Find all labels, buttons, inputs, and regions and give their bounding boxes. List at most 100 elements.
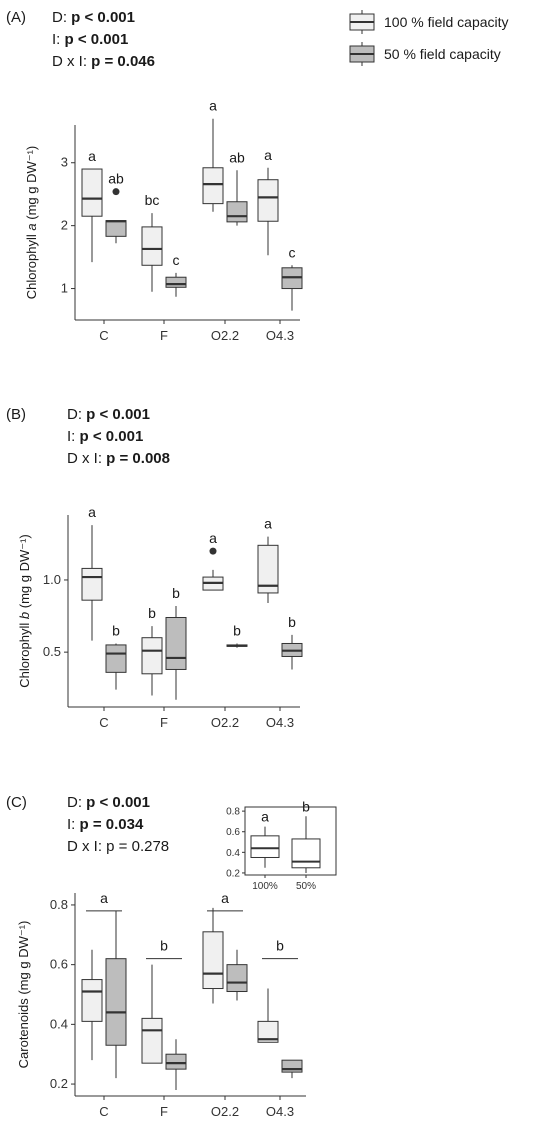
stat-name: D: — [67, 406, 86, 423]
significance-letter: b — [148, 605, 156, 621]
x-tick-label: F — [160, 328, 168, 343]
inset-y-tick-label: 0.8 — [226, 807, 240, 818]
x-tick-label: O4.3 — [266, 1104, 294, 1119]
significance-letter: a — [209, 98, 217, 114]
legend-label: 100 % field capacity — [384, 14, 509, 30]
stat-line: I: p = 0.034 — [67, 816, 144, 833]
stat-line: I: p < 0.001 — [52, 31, 128, 48]
legend-item: 50 % field capacity — [349, 42, 501, 66]
stat-name: D x I: — [67, 838, 106, 855]
y-axis-title: Chlorophyll a (mg g DW⁻¹) — [24, 146, 39, 300]
x-tick-label: O2.2 — [211, 328, 239, 343]
box-iqr — [202, 167, 224, 205]
x-tick-label: C — [99, 715, 108, 730]
box-iqr — [202, 931, 224, 990]
box-100-F — [141, 964, 163, 1064]
box-iqr — [141, 1017, 163, 1064]
outlier-point — [209, 547, 217, 555]
box-100-O2.2: a — [202, 530, 224, 591]
inset-box-50%: b — [291, 798, 321, 873]
group-letter: b — [160, 938, 168, 954]
stat-line: D x I: p = 0.278 — [67, 838, 169, 855]
box-iqr — [105, 220, 127, 237]
significance-letter: a — [264, 147, 272, 163]
significance-letter: b — [112, 622, 120, 638]
box-iqr — [105, 958, 127, 1046]
stat-name: D: — [67, 794, 86, 811]
x-tick-label: O2.2 — [211, 1104, 239, 1119]
x-tick-label: C — [99, 1104, 108, 1119]
stat-line: I: p < 0.001 — [67, 428, 143, 445]
box-iqr — [141, 637, 163, 675]
box-50-O2.2: ab — [226, 149, 248, 226]
inset-y-tick-label: 0.2 — [226, 868, 240, 879]
inset-frame — [244, 806, 337, 876]
panel-a: (A) D: p < 0.001 I: p < 0.001 D x I: p = 0.… — [6, 9, 303, 343]
box-iqr — [81, 979, 103, 1022]
y-tick-label: 0.4 — [50, 1016, 68, 1031]
stat-value: p < 0.001 — [86, 794, 150, 811]
y-tick-label: 0.5 — [43, 644, 61, 659]
panel-label: (C) — [6, 794, 27, 811]
outlier-point — [112, 188, 120, 196]
y-tick-label: 0.8 — [50, 897, 68, 912]
panel-c: (C) D: p < 0.001 I: p = 0.034 D x I: p = 0.… — [6, 794, 337, 1119]
stat-value: p = 0.034 — [80, 816, 144, 833]
box-iqr — [226, 964, 248, 993]
box-50-F: c — [165, 252, 187, 297]
y-tick-label: 0.6 — [50, 957, 68, 972]
significance-letter: a — [209, 530, 217, 546]
stat-value: p < 0.001 — [65, 31, 129, 48]
box-iqr — [105, 644, 127, 673]
x-tick-label: F — [160, 1104, 168, 1119]
box-100-F: bc — [141, 192, 163, 292]
significance-letter: c — [289, 244, 296, 260]
box-100-O4.3: a — [257, 516, 279, 604]
stat-name: I: — [67, 816, 80, 833]
stat-line: D: p < 0.001 — [52, 9, 135, 26]
box-100-O4.3 — [257, 988, 279, 1043]
stat-name: D x I: — [52, 53, 91, 70]
x-tick-label: O4.3 — [266, 328, 294, 343]
stat-line: D: p < 0.001 — [67, 794, 150, 811]
box-iqr — [257, 544, 279, 594]
significance-letter: b — [172, 585, 180, 601]
box-50-C — [105, 910, 127, 1079]
y-axis-title: Chlorophyll b (mg g DW⁻¹) — [17, 534, 32, 688]
legend: 100 % field capacity 50 % field capacity — [349, 10, 509, 66]
box-50-O4.3: c — [281, 244, 303, 311]
significance-letter: b — [288, 614, 296, 630]
stat-value: p = 0.008 — [106, 450, 170, 467]
significance-letter: a — [264, 516, 272, 532]
y-tick-label: 3 — [61, 155, 68, 170]
significance-letter: a — [88, 504, 96, 520]
stat-value: p = 0.278 — [106, 838, 169, 855]
y-title-part: (mg g DW⁻¹) — [24, 146, 39, 224]
stat-name: D x I: — [67, 450, 106, 467]
legend-item: 100 % field capacity — [349, 10, 509, 34]
box-iqr — [165, 276, 187, 288]
box-iqr — [81, 168, 103, 217]
group-letter: b — [276, 938, 284, 954]
stat-value: p < 0.001 — [71, 9, 135, 26]
x-tick-label: O4.3 — [266, 715, 294, 730]
box-iqr — [281, 1059, 303, 1073]
group-letter: a — [100, 890, 108, 906]
box-100-C — [81, 949, 103, 1061]
inset-box-iqr — [291, 838, 321, 869]
y-tick-label: 0.2 — [50, 1076, 68, 1091]
inset-y-tick-label: 0.6 — [226, 827, 240, 838]
box-100-O2.2: a — [202, 98, 224, 212]
significance-letter: c — [173, 252, 180, 268]
significance-letter: ab — [229, 149, 245, 165]
box-50-O2.2: b — [226, 622, 248, 648]
y-title-part: a — [24, 223, 39, 230]
y-title-part: Chlorophyll — [17, 619, 32, 688]
panel-label: (A) — [6, 9, 26, 26]
box-50-F: b — [165, 585, 187, 700]
stat-value: p = 0.046 — [91, 53, 155, 70]
box-iqr — [257, 179, 279, 222]
stat-value: p < 0.001 — [86, 406, 150, 423]
